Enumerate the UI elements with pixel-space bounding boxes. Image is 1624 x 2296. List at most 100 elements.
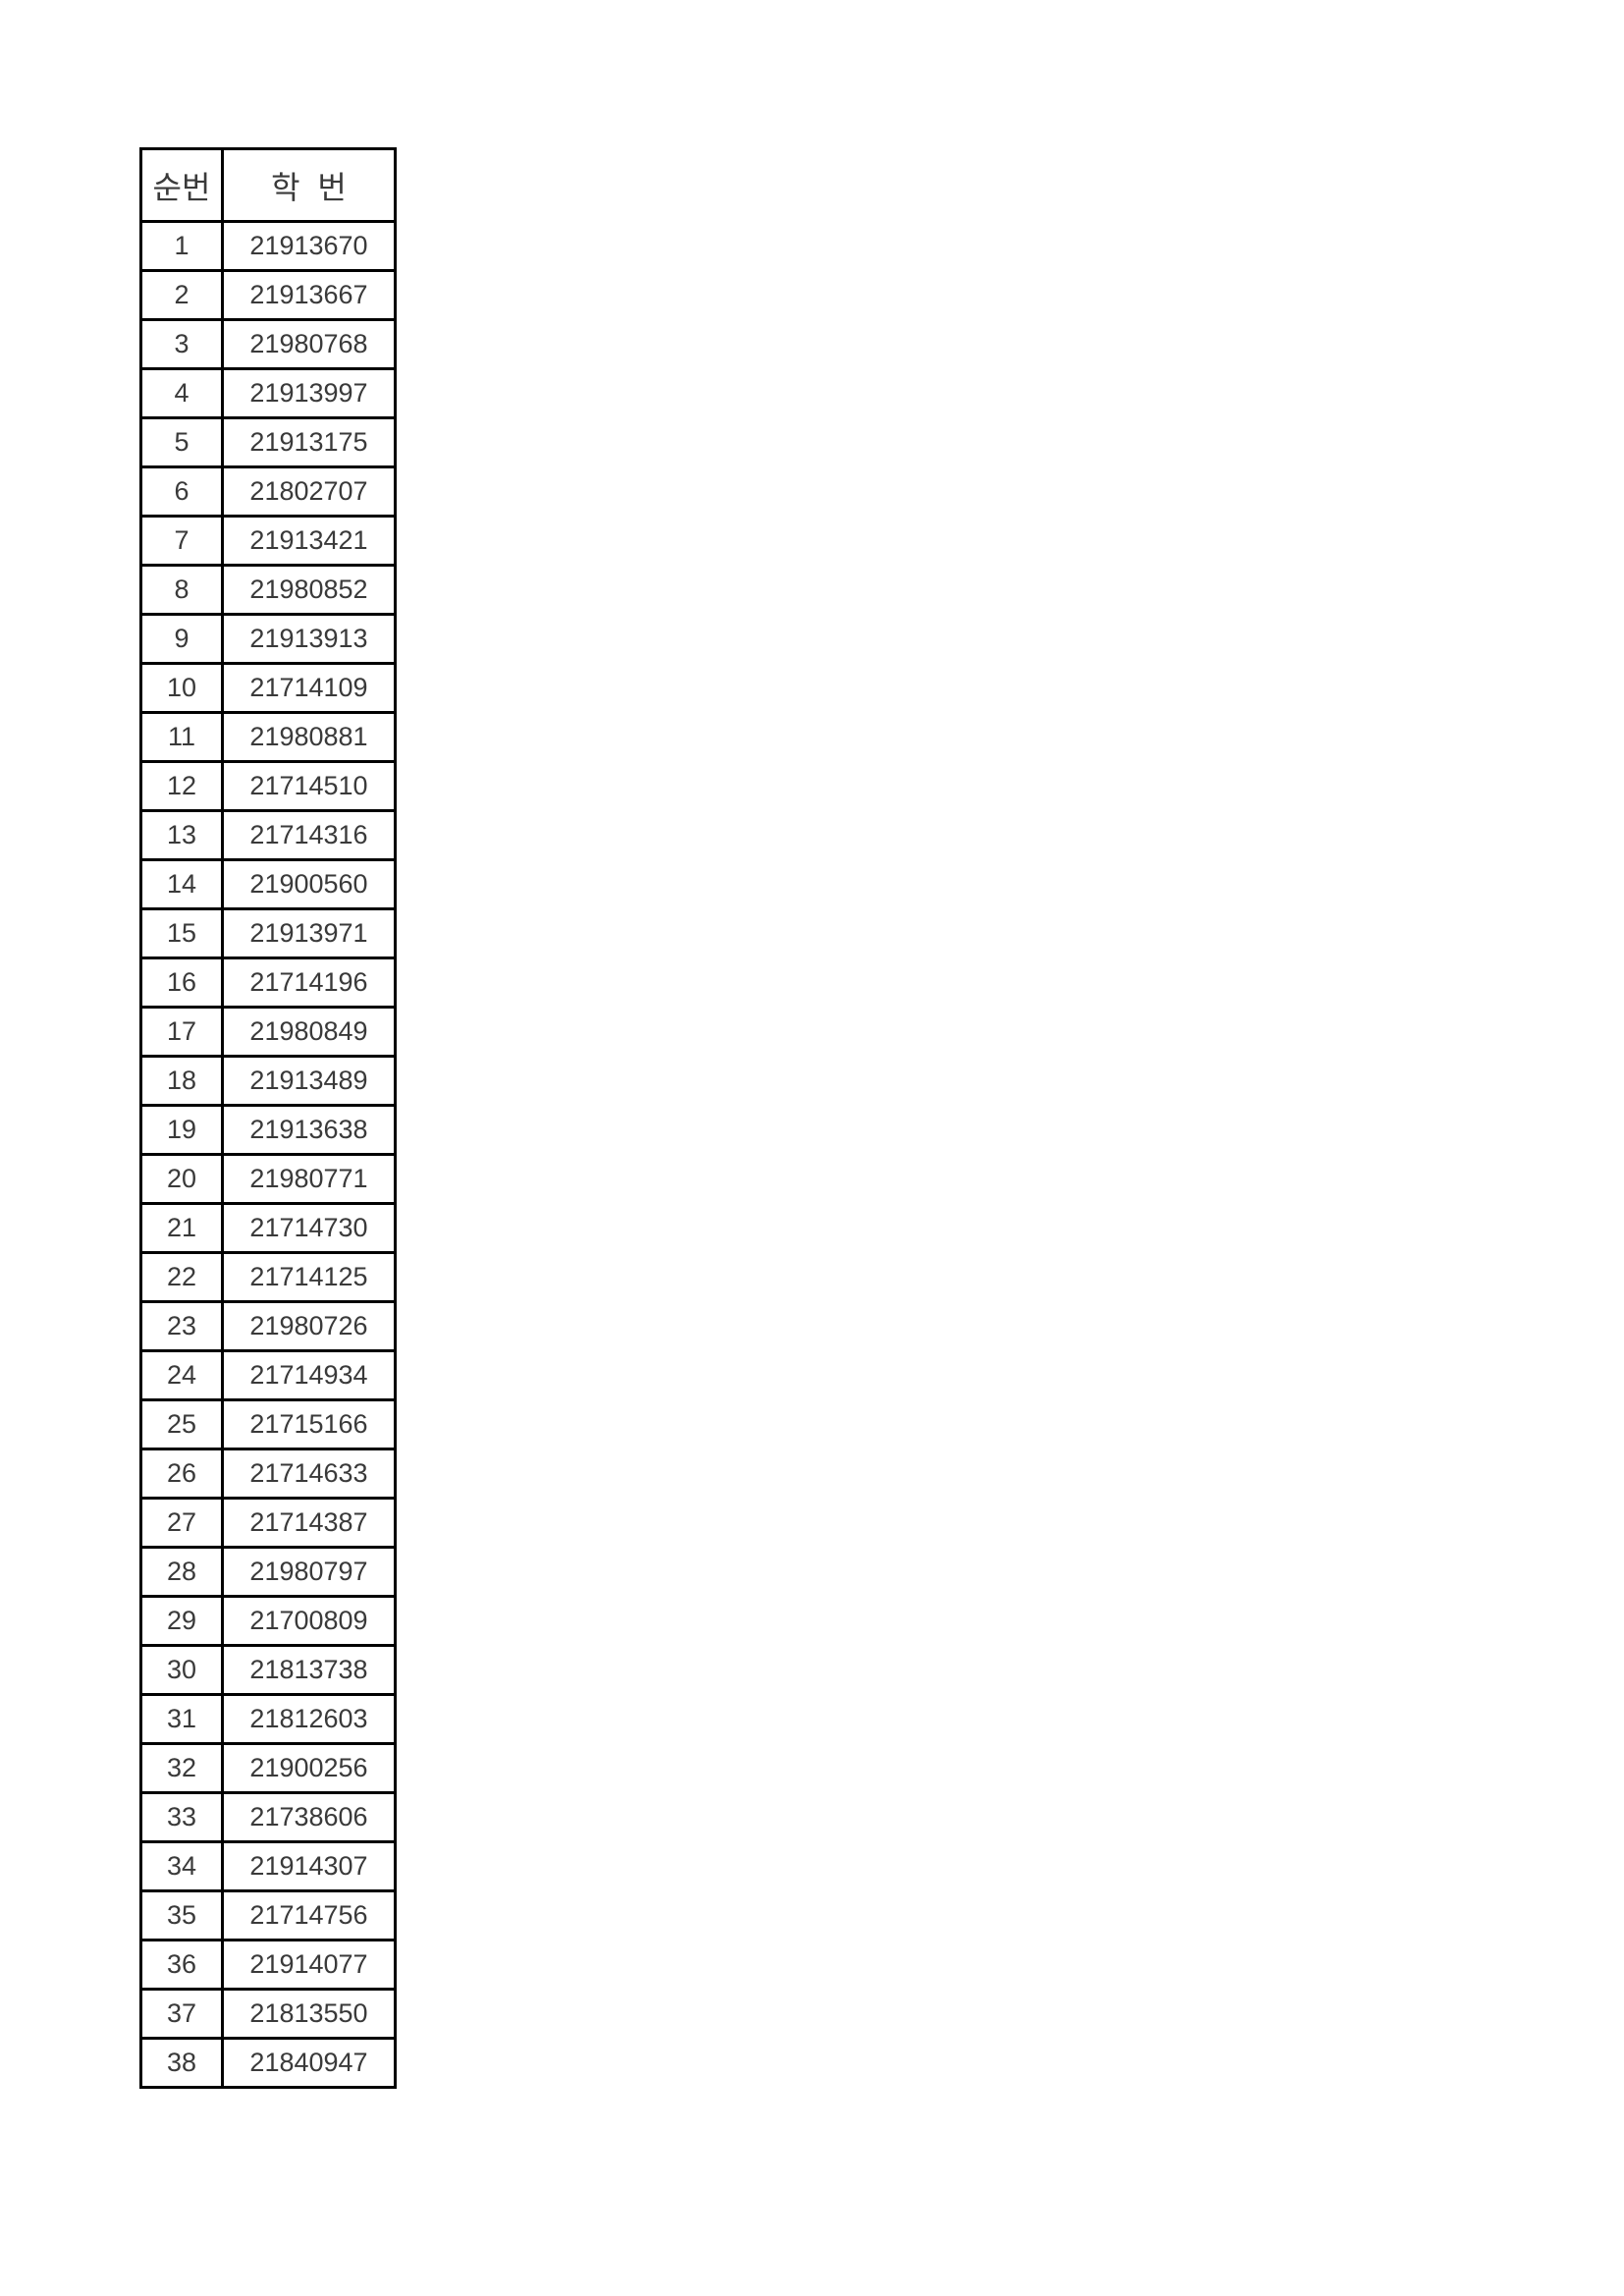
table-header: 순번 학 번 <box>139 147 397 223</box>
student-id-cell: 21913421 <box>221 515 397 567</box>
student-id-cell: 21980726 <box>221 1300 397 1352</box>
student-id-cell: 21913997 <box>221 367 397 419</box>
student-id-cell: 21714109 <box>221 662 397 714</box>
student-id-cell: 21714730 <box>221 1202 397 1254</box>
student-id-cell: 21714510 <box>221 760 397 812</box>
table-row: 2 21913667 <box>139 269 397 321</box>
table-row: 35 21714756 <box>139 1889 397 1941</box>
table-row: 32 21900256 <box>139 1742 397 1794</box>
seq-no-cell: 7 <box>139 515 224 567</box>
table-row: 31 21812603 <box>139 1693 397 1745</box>
student-id-cell: 21913670 <box>221 220 397 272</box>
student-id-cell: 21714633 <box>221 1448 397 1500</box>
table-row: 1 21913670 <box>139 220 397 272</box>
table-row: 37 21813550 <box>139 1988 397 2040</box>
table-row: 11 21980881 <box>139 711 397 763</box>
table-row: 26 21714633 <box>139 1448 397 1500</box>
student-id-cell: 21980797 <box>221 1546 397 1598</box>
table-row: 20 21980771 <box>139 1153 397 1205</box>
seq-no-cell: 23 <box>139 1300 224 1352</box>
student-id-cell: 21980881 <box>221 711 397 763</box>
table-row: 24 21714934 <box>139 1349 397 1401</box>
student-id-cell: 21714125 <box>221 1251 397 1303</box>
seq-no-cell: 2 <box>139 269 224 321</box>
seq-no-cell: 36 <box>139 1939 224 1991</box>
seq-no-cell: 1 <box>139 220 224 272</box>
seq-no-cell: 20 <box>139 1153 224 1205</box>
seq-no-cell: 38 <box>139 2037 224 2089</box>
table-row: 34 21914307 <box>139 1840 397 1892</box>
table-row: 5 21913175 <box>139 416 397 468</box>
student-id-cell: 21813550 <box>221 1988 397 2040</box>
seq-no-cell: 11 <box>139 711 224 763</box>
seq-no-cell: 14 <box>139 858 224 910</box>
student-id-cell: 21913667 <box>221 269 397 321</box>
seq-no-cell: 9 <box>139 613 224 665</box>
seq-no-cell: 32 <box>139 1742 224 1794</box>
table-row: 17 21980849 <box>139 1006 397 1058</box>
seq-no-cell: 21 <box>139 1202 224 1254</box>
student-id-cell: 21980768 <box>221 318 397 370</box>
student-id-cell: 21913971 <box>221 907 397 959</box>
seq-no-cell: 17 <box>139 1006 224 1058</box>
seq-no-cell: 37 <box>139 1988 224 2040</box>
table-row: 22 21714125 <box>139 1251 397 1303</box>
table-row: 16 21714196 <box>139 957 397 1009</box>
student-id-cell: 21714196 <box>221 957 397 1009</box>
seq-no-cell: 5 <box>139 416 224 468</box>
header-cell-student-id: 학 번 <box>221 147 397 223</box>
table-row: 12 21714510 <box>139 760 397 812</box>
student-id-cell: 21913913 <box>221 613 397 665</box>
student-id-cell: 21980852 <box>221 564 397 616</box>
table-row: 14 21900560 <box>139 858 397 910</box>
student-id-cell: 21913638 <box>221 1104 397 1156</box>
student-id-cell: 21802707 <box>221 465 397 518</box>
table-row: 8 21980852 <box>139 564 397 616</box>
student-id-cell: 21913489 <box>221 1055 397 1107</box>
student-id-cell: 21900560 <box>221 858 397 910</box>
student-id-cell: 21913175 <box>221 416 397 468</box>
seq-no-cell: 22 <box>139 1251 224 1303</box>
table-row: 7 21913421 <box>139 515 397 567</box>
seq-no-cell: 10 <box>139 662 224 714</box>
seq-no-cell: 6 <box>139 465 224 518</box>
seq-no-cell: 26 <box>139 1448 224 1500</box>
table-row: 19 21913638 <box>139 1104 397 1156</box>
seq-no-cell: 16 <box>139 957 224 1009</box>
seq-no-cell: 31 <box>139 1693 224 1745</box>
seq-no-cell: 13 <box>139 809 224 861</box>
table-row: 30 21813738 <box>139 1644 397 1696</box>
student-id-cell: 21813738 <box>221 1644 397 1696</box>
student-id-cell: 21914077 <box>221 1939 397 1991</box>
header-cell-seq-no: 순번 <box>139 147 224 223</box>
table-row: 33 21738606 <box>139 1791 397 1843</box>
student-id-cell: 21714316 <box>221 809 397 861</box>
table-row: 13 21714316 <box>139 809 397 861</box>
seq-no-cell: 24 <box>139 1349 224 1401</box>
table-row: 36 21914077 <box>139 1939 397 1991</box>
seq-no-cell: 34 <box>139 1840 224 1892</box>
seq-no-cell: 25 <box>139 1398 224 1450</box>
student-id-cell: 21714387 <box>221 1497 397 1549</box>
student-id-cell: 21812603 <box>221 1693 397 1745</box>
seq-no-cell: 4 <box>139 367 224 419</box>
table-row: 6 21802707 <box>139 465 397 518</box>
student-id-cell: 21715166 <box>221 1398 397 1450</box>
table-row: 18 21913489 <box>139 1055 397 1107</box>
seq-no-cell: 15 <box>139 907 224 959</box>
table-row: 23 21980726 <box>139 1300 397 1352</box>
seq-no-cell: 3 <box>139 318 224 370</box>
table-row: 29 21700809 <box>139 1595 397 1647</box>
seq-no-cell: 33 <box>139 1791 224 1843</box>
table-body: 1 21913670 2 21913667 3 21980768 4 21913997 5 219… <box>139 220 397 2089</box>
seq-no-cell: 29 <box>139 1595 224 1647</box>
table-row: 15 21913971 <box>139 907 397 959</box>
student-id-cell: 21914307 <box>221 1840 397 1892</box>
student-id-cell: 21980849 <box>221 1006 397 1058</box>
table-row: 4 21913997 <box>139 367 397 419</box>
student-roster-table: 순번 학 번 1 21913670 2 21913667 3 21980768 4 21913… <box>139 147 397 2089</box>
seq-no-cell: 28 <box>139 1546 224 1598</box>
seq-no-cell: 30 <box>139 1644 224 1696</box>
seq-no-cell: 35 <box>139 1889 224 1941</box>
